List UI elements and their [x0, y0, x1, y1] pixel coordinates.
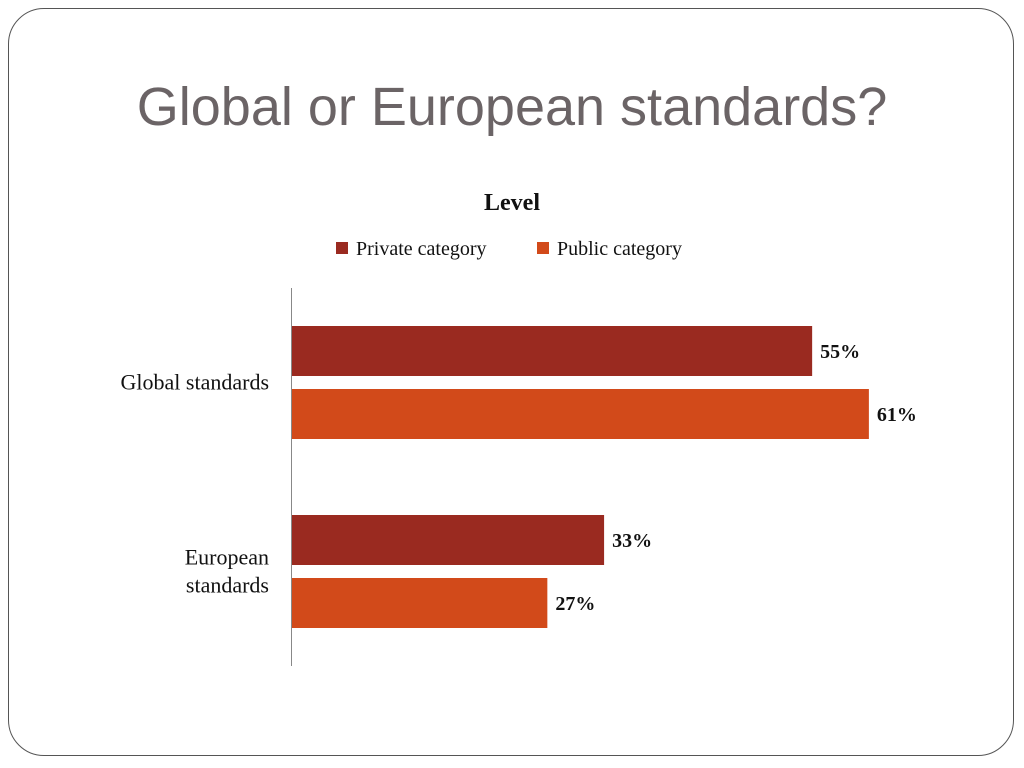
slide-title: Global or European standards? — [136, 77, 888, 137]
bar — [292, 326, 813, 376]
chart-title: Level — [484, 190, 540, 216]
chart-legend: Private category Public category — [336, 238, 682, 260]
bar — [292, 578, 548, 628]
legend-label: Private category — [356, 238, 487, 260]
bar — [292, 389, 869, 439]
category-label: Global standards — [121, 370, 269, 395]
bars-group: 55% 61% 33% 27% — [292, 326, 917, 628]
data-label: 33% — [612, 530, 652, 552]
data-label: 61% — [877, 404, 917, 426]
bar — [292, 515, 605, 565]
legend-swatch — [336, 242, 348, 254]
data-label: 55% — [820, 341, 860, 363]
data-label: 27% — [555, 593, 595, 615]
category-label: European standards — [185, 545, 269, 598]
slide-frame — [8, 8, 1014, 756]
legend-swatch — [537, 242, 549, 254]
category-labels: Global standards European standards — [121, 370, 269, 598]
legend-label: Public category — [557, 238, 682, 260]
